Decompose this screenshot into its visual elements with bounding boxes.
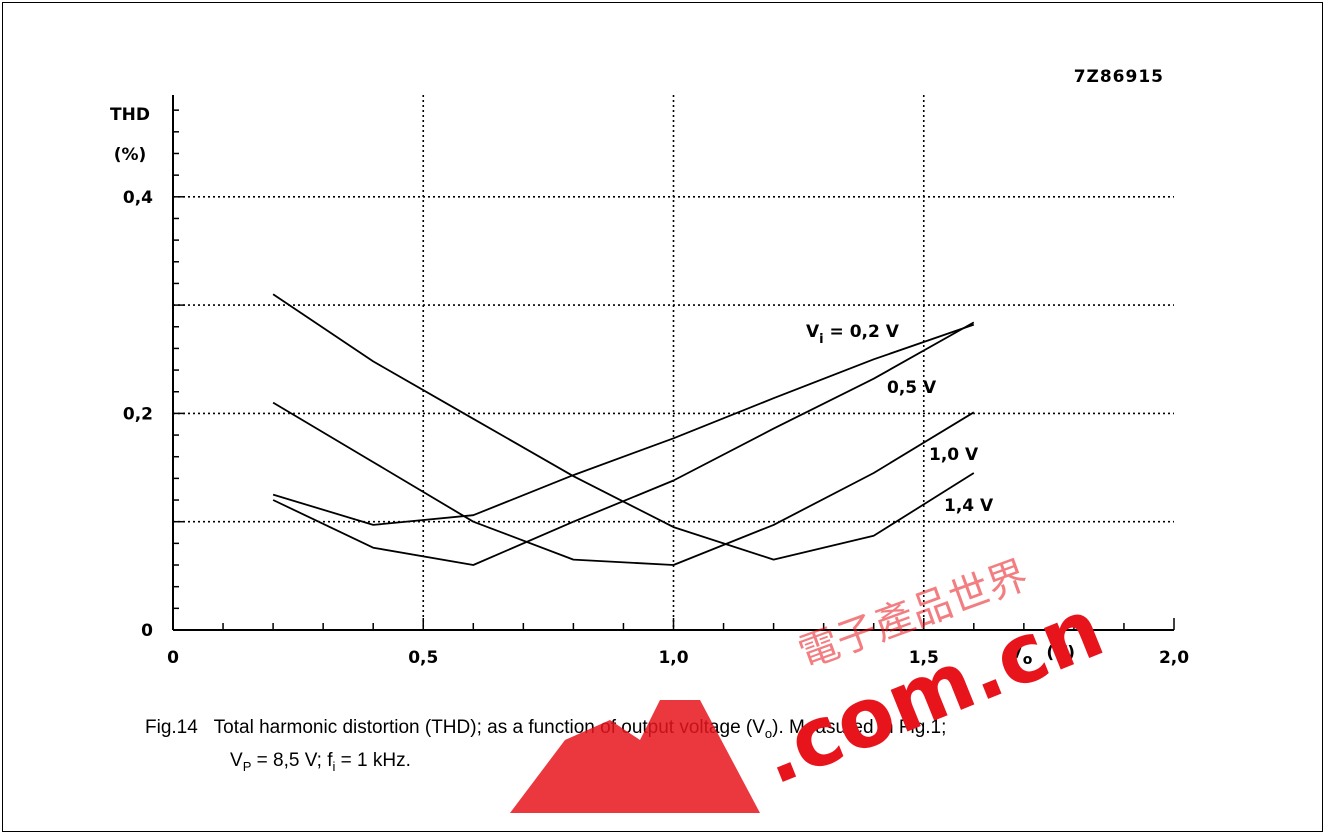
caption-sub-o: o	[764, 725, 773, 741]
series-line-2	[272, 321, 975, 566]
y-axis-label-line1: THD	[110, 105, 150, 125]
caption-vp-sub: P	[242, 758, 252, 774]
series-label-main: V	[806, 322, 820, 342]
x-axis-label-sub: o	[1023, 652, 1033, 668]
caption-fig-label: Fig.14	[145, 717, 198, 738]
figure-caption: Fig.14 Total harmonic distortion (THD); …	[145, 714, 1145, 780]
x-axis-label-main: V	[1008, 641, 1023, 663]
grid	[173, 95, 1174, 630]
caption-vp-value: = 8,5 V; f	[251, 749, 333, 771]
series-label-sub: i	[819, 332, 823, 347]
series-label-main: 0,5 V	[887, 378, 937, 398]
y-tick-label: 0	[141, 621, 153, 641]
series-label-4: 1,4 V	[944, 496, 994, 516]
x-tick-label: 0	[167, 648, 179, 668]
caption-line-1: Fig.14 Total harmonic distortion (THD); …	[145, 714, 1145, 747]
series-lines	[272, 293, 975, 566]
caption-fi-sub: i	[332, 758, 336, 774]
series-label-main: 1,4 V	[944, 496, 994, 516]
y-tick-label: 0,4	[123, 188, 153, 208]
x-axis-label-unit: (V)	[1046, 643, 1075, 663]
x-tick-label: 1,0	[658, 648, 688, 668]
labels: 7Z86915 THD (%) Vo (V) 0 0,5 1,0 1,5 2,0 0 0,2 0…	[110, 67, 1189, 668]
series-label-main: 1,0 V	[929, 445, 979, 465]
series-label-rest: = 0,2 V	[824, 322, 900, 342]
series-label-1: Vi = 0,2 V	[806, 322, 900, 347]
x-tick-label: 1,5	[909, 648, 939, 668]
caption-text-pre: Total harmonic distortion (THD); as a fu…	[213, 717, 765, 738]
series-label-3: 1,0 V	[929, 445, 979, 465]
series-line-1	[272, 323, 975, 526]
y-axis-label-line2: (%)	[114, 145, 147, 165]
caption-fi-value: = 1 kHz.	[335, 749, 411, 771]
y-tick-label: 0,2	[123, 404, 153, 424]
series-line-4	[272, 293, 975, 561]
x-tick-label: 2,0	[1159, 648, 1189, 668]
figure-id: 7Z86915	[1074, 67, 1164, 87]
x-axis-label: Vo (V)	[1008, 641, 1075, 668]
axes	[172, 95, 1175, 631]
caption-line-2: VP = 8,5 V; fi = 1 kHz.	[145, 747, 1145, 780]
x-tick-label: 0,5	[408, 648, 438, 668]
caption-text-post: ). Measured in Fig.1;	[772, 717, 947, 738]
caption-vp: V	[230, 749, 243, 771]
series-label-2: 0,5 V	[887, 378, 937, 398]
thd-chart: 7Z86915 THD (%) Vo (V) 0 0,5 1,0 1,5 2,0 0 0,2 0…	[110, 67, 1189, 668]
series-line-3	[272, 401, 975, 566]
